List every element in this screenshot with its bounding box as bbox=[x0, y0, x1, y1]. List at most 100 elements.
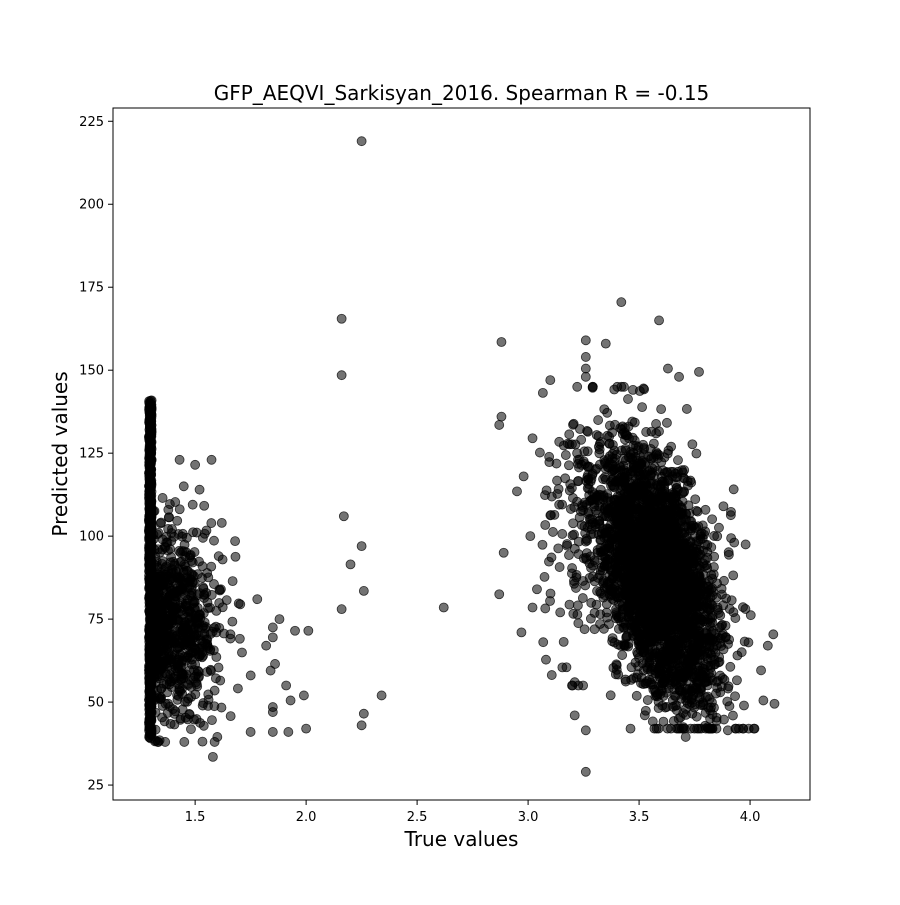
data-point bbox=[728, 484, 739, 495]
data-point bbox=[600, 338, 611, 349]
data-point bbox=[496, 411, 507, 422]
data-point bbox=[252, 594, 263, 605]
data-point bbox=[152, 737, 163, 747]
data-point bbox=[274, 614, 285, 625]
data-point bbox=[586, 597, 597, 608]
data-point bbox=[534, 447, 545, 458]
data-point bbox=[553, 543, 564, 554]
data-point bbox=[697, 697, 708, 708]
data-point bbox=[647, 679, 658, 690]
x-tick-label: 1.5 bbox=[185, 810, 206, 825]
data-point bbox=[180, 561, 191, 572]
data-point bbox=[642, 546, 652, 557]
data-point bbox=[568, 493, 578, 503]
y-tick-label: 225 bbox=[79, 115, 104, 130]
data-point bbox=[157, 712, 167, 723]
data-point bbox=[628, 550, 639, 561]
data-point bbox=[145, 437, 156, 448]
data-point bbox=[633, 536, 643, 547]
data-point bbox=[689, 699, 700, 710]
data-point bbox=[580, 335, 591, 346]
data-point bbox=[634, 653, 644, 663]
data-point bbox=[740, 604, 751, 614]
data-point bbox=[540, 520, 551, 530]
data-point bbox=[546, 670, 557, 680]
data-point bbox=[600, 472, 610, 483]
data-point bbox=[573, 680, 584, 691]
data-point bbox=[206, 454, 217, 465]
data-point bbox=[580, 363, 591, 374]
y-tick-label: 25 bbox=[87, 779, 104, 794]
data-point bbox=[600, 556, 610, 567]
data-point bbox=[177, 528, 188, 539]
data-point bbox=[655, 631, 666, 642]
data-point bbox=[599, 404, 610, 415]
data-point bbox=[207, 751, 218, 762]
data-point bbox=[162, 595, 173, 606]
data-point bbox=[658, 465, 668, 476]
data-point bbox=[706, 650, 717, 660]
data-point bbox=[582, 426, 592, 436]
data-point bbox=[650, 691, 661, 701]
data-point bbox=[267, 622, 278, 633]
data-point bbox=[551, 458, 562, 469]
data-point bbox=[707, 675, 718, 686]
data-point bbox=[290, 625, 300, 636]
data-point bbox=[678, 723, 689, 734]
data-point bbox=[645, 513, 656, 524]
data-point bbox=[707, 709, 718, 720]
data-point bbox=[739, 700, 749, 711]
data-point bbox=[356, 136, 367, 147]
data-point bbox=[270, 659, 280, 669]
data-point bbox=[639, 710, 650, 721]
data-point bbox=[281, 680, 292, 691]
data-point bbox=[174, 454, 185, 465]
data-point bbox=[156, 664, 167, 675]
data-point bbox=[203, 700, 213, 711]
data-point bbox=[675, 611, 686, 622]
data-point bbox=[191, 677, 201, 688]
data-point bbox=[554, 562, 565, 572]
data-point bbox=[336, 604, 347, 615]
data-point bbox=[537, 387, 548, 398]
data-point bbox=[677, 580, 687, 591]
data-point bbox=[702, 546, 713, 557]
data-point bbox=[666, 506, 677, 516]
data-point bbox=[614, 519, 624, 530]
y-tick-label: 75 bbox=[87, 613, 104, 628]
data-point bbox=[681, 404, 692, 414]
data-point bbox=[518, 471, 529, 482]
data-point bbox=[690, 611, 701, 622]
data-points-layer bbox=[144, 136, 780, 777]
data-point bbox=[512, 486, 522, 497]
data-point bbox=[145, 428, 155, 439]
data-point bbox=[537, 539, 548, 550]
data-point bbox=[628, 440, 639, 451]
data-point bbox=[544, 451, 555, 462]
data-point bbox=[604, 438, 615, 449]
data-point bbox=[762, 640, 773, 651]
data-point bbox=[622, 591, 633, 602]
data-point bbox=[587, 381, 598, 392]
data-point bbox=[691, 671, 702, 681]
data-point bbox=[182, 714, 193, 725]
data-point bbox=[768, 629, 779, 640]
data-point bbox=[580, 371, 591, 382]
data-point bbox=[723, 683, 733, 694]
data-point bbox=[538, 637, 549, 648]
data-point bbox=[546, 552, 557, 563]
data-point bbox=[612, 547, 623, 558]
data-point bbox=[209, 685, 220, 696]
data-point bbox=[548, 527, 558, 537]
data-point bbox=[303, 625, 314, 636]
data-point bbox=[157, 558, 167, 569]
data-point bbox=[588, 571, 598, 582]
data-point bbox=[726, 595, 737, 606]
data-point bbox=[164, 674, 174, 685]
data-point bbox=[651, 546, 661, 557]
data-point bbox=[694, 561, 705, 571]
data-point bbox=[676, 515, 687, 526]
data-point bbox=[298, 690, 309, 701]
data-point bbox=[662, 448, 673, 459]
